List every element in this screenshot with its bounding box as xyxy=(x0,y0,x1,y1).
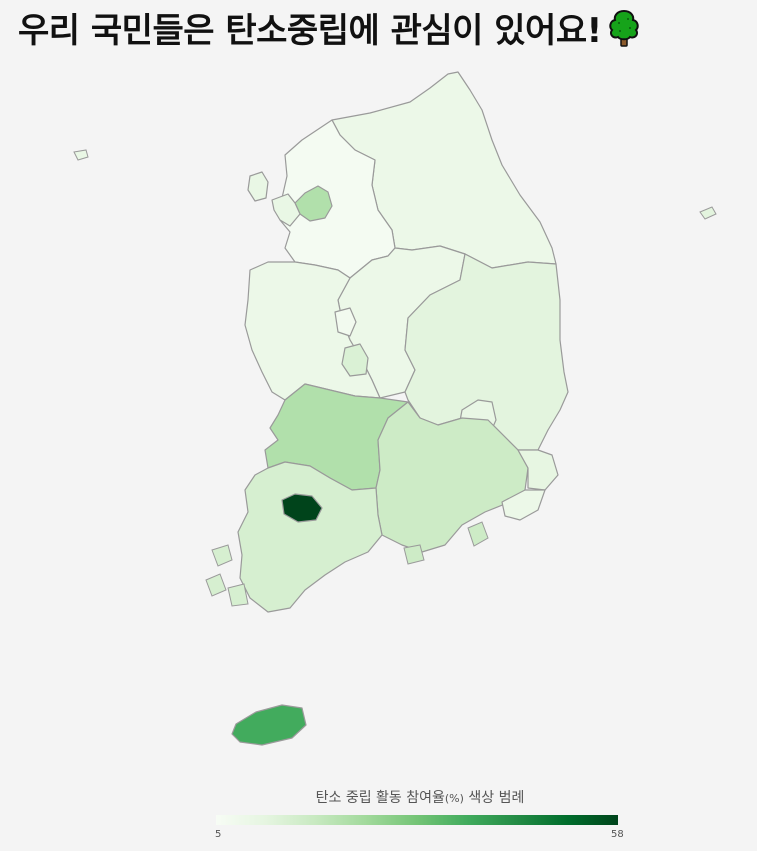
region-incheon[interactable] xyxy=(247,171,269,202)
region-ulsan[interactable] xyxy=(517,449,559,491)
island-wando xyxy=(227,583,249,607)
region-sejong[interactable] xyxy=(334,307,357,337)
region-daejeon[interactable] xyxy=(341,343,369,377)
island-sinan xyxy=(205,573,227,597)
island-jindo xyxy=(211,544,233,567)
region-gwangju[interactable] xyxy=(281,493,323,523)
island-ulleungdo xyxy=(699,206,717,220)
island-geoje xyxy=(467,521,489,547)
deciduous-tree-icon xyxy=(608,9,639,47)
page-title: 우리 국민들은 탄소중립에 관심이 있어요! xyxy=(18,8,642,53)
island-namhae xyxy=(403,544,425,565)
region-incheon-coast[interactable] xyxy=(271,193,301,227)
region-layer xyxy=(231,71,569,746)
region-jeonnam[interactable] xyxy=(237,461,383,613)
legend-unit: (%) xyxy=(444,792,464,805)
region-seoul[interactable] xyxy=(294,185,333,222)
legend-color-bar xyxy=(216,815,618,825)
region-busan[interactable] xyxy=(501,489,546,521)
legend-min-label: 5 xyxy=(215,829,222,840)
island-ganghwa xyxy=(73,149,89,161)
page-title-text: 우리 국민들은 탄소중립에 관심이 있어요! xyxy=(18,11,602,51)
region-jeju[interactable] xyxy=(231,704,307,746)
legend-title-text: 탄소 중립 활동 참여율 xyxy=(315,790,445,806)
legend-title: 탄소 중립 활동 참여율(%) 색상 범례 xyxy=(0,787,757,807)
legend-max-label: 58 xyxy=(611,829,624,840)
legend-suffix: 색상 범례 xyxy=(468,790,525,806)
island-layer xyxy=(73,149,717,607)
